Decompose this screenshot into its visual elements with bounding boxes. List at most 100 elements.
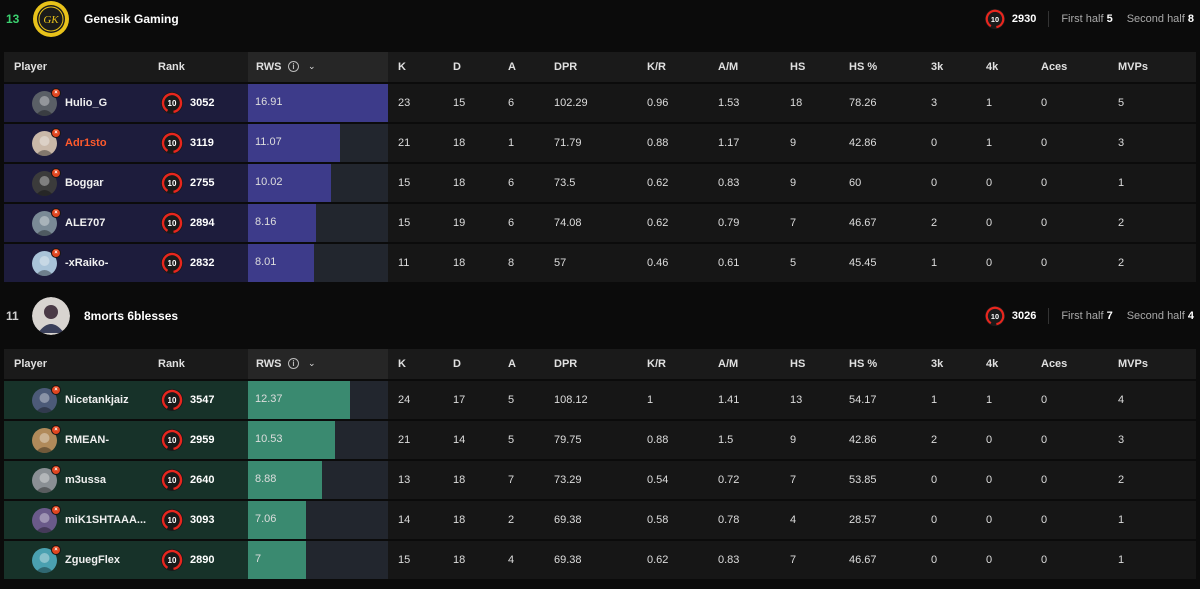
stat-a: 4 [508,554,515,566]
player-cell[interactable]: × m3ussa 10 2640 [4,461,248,499]
column-k3[interactable]: 3k [931,61,944,73]
team-name[interactable]: 8morts 6blesses [84,309,179,323]
svg-text:10: 10 [168,516,177,525]
player-row[interactable]: × RMEAN- 10 2959 10.53 21 14 5 79.75 0.88 1.5 9 42.8… [4,421,1196,459]
column-mvps[interactable]: MVPs [1118,358,1148,370]
column-hs[interactable]: HS [790,61,806,73]
player-cell[interactable]: × miK1SHTAAA... 10 3093 [4,501,248,539]
column-k3[interactable]: 3k [931,358,944,370]
column-hsp[interactable]: HS % [849,358,878,370]
rws-value: 11.07 [255,136,282,148]
rws-cell: 10.53 [248,421,388,459]
stat-mvps: 2 [1118,474,1125,486]
column-k[interactable]: K [398,61,406,73]
info-icon[interactable]: i [288,358,299,369]
stat-aces: 0 [1041,434,1048,446]
stat-aces: 0 [1041,177,1048,189]
info-icon[interactable]: i [288,61,299,72]
player-avatar[interactable] [32,251,57,276]
player-avatar[interactable] [32,211,57,236]
player-row[interactable]: × miK1SHTAAA... 10 3093 7.06 14 18 2 69.38 0.58 0.… [4,501,1196,539]
stat-kr: 0.54 [647,474,669,486]
player-avatar[interactable] [32,508,57,533]
stat-mvps: 2 [1118,257,1125,269]
player-cell[interactable]: × -xRaiko- 10 2832 [4,244,248,282]
svg-text:GK: GK [43,14,59,26]
column-a[interactable]: A [508,61,516,73]
column-hsp[interactable]: HS % [849,61,878,73]
player-cell[interactable]: × RMEAN- 10 2959 [4,421,248,459]
column-hs[interactable]: HS [790,358,806,370]
column-k4[interactable]: 4k [986,61,999,73]
column-d[interactable]: D [453,61,461,73]
player-avatar[interactable] [32,171,57,196]
player-nickname[interactable]: ALE707 [65,217,106,229]
column-player[interactable]: Player [14,358,48,370]
faceit-level-10-icon: 10 [984,8,1006,30]
column-rank[interactable]: Rank [158,358,185,370]
column-aces[interactable]: Aces [1041,358,1068,370]
player-row[interactable]: × Nicetankjaiz 10 3547 12.37 24 17 5 108.12 1 1.41… [4,381,1196,419]
player-nickname[interactable]: m3ussa [65,474,106,486]
stat-mvps: 3 [1118,137,1125,149]
player-cell[interactable]: × Boggar 10 2755 [4,164,248,202]
stat-a: 7 [508,474,515,486]
team-name[interactable]: Genesik Gaming [84,12,179,26]
rws-bar [248,124,340,162]
player-nickname[interactable]: -xRaiko- [65,257,109,269]
player-row[interactable]: × Hulio_G 10 3052 16.91 23 15 6 102.29 0.96 1.53 18… [4,84,1196,122]
stat-k4: 1 [986,137,993,149]
column-rank[interactable]: Rank [158,61,185,73]
player-nickname[interactable]: ZguegFlex [65,554,121,566]
player-row[interactable]: × ALE707 10 2894 8.16 15 19 6 74.08 0.62 0.79 7 46.6… [4,204,1196,242]
chevron-down-icon[interactable]: ⌄ [308,358,316,368]
team-header: 13 GK Genesik Gaming 10 2930 First half … [0,0,1200,40]
column-rws-label: RWS [256,61,282,73]
column-kr[interactable]: K/R [647,61,666,73]
stat-mvps: 2 [1118,217,1125,229]
column-k[interactable]: K [398,358,406,370]
second-half-label: Second half [1126,310,1185,322]
stat-hs: 9 [790,177,797,189]
player-cell[interactable]: × ALE707 10 2894 [4,204,248,242]
column-dpr[interactable]: DPR [554,358,578,370]
stat-am: 0.72 [718,474,740,486]
column-kr[interactable]: K/R [647,358,666,370]
player-row[interactable]: × Boggar 10 2755 10.02 15 18 6 73.5 0.62 0.83 9 60 0 0… [4,164,1196,202]
column-dpr[interactable]: DPR [554,61,578,73]
column-player[interactable]: Player [14,61,48,73]
column-k4[interactable]: 4k [986,358,999,370]
column-mvps[interactable]: MVPs [1118,61,1148,73]
column-am[interactable]: A/M [718,358,739,370]
player-avatar[interactable] [32,548,57,573]
player-nickname[interactable]: miK1SHTAAA... [65,514,147,526]
player-nickname[interactable]: Adr1sto [65,137,107,149]
column-rws[interactable]: RWS i ⌄ [248,52,388,82]
player-nickname[interactable]: Boggar [65,177,104,189]
player-row[interactable]: × Adr1sto 10 3119 11.07 21 18 1 71.79 0.88 1.17 9 42… [4,124,1196,162]
player-nickname[interactable]: Nicetankjaiz [65,394,129,406]
player-nickname[interactable]: Hulio_G [65,97,108,109]
player-cell[interactable]: × Hulio_G 10 3052 [4,84,248,122]
stat-k4: 0 [986,554,993,566]
player-cell[interactable]: × ZguegFlex 10 2890 [4,541,248,579]
player-elo: 3119 [190,137,214,149]
player-nickname[interactable]: RMEAN- [65,434,109,446]
team-header: 11 8morts 6blesses 10 3026 First half 7 … [0,297,1200,337]
team-logo[interactable] [32,297,70,335]
team-logo[interactable]: GK [32,0,70,38]
player-cell[interactable]: × Adr1sto 10 3119 [4,124,248,162]
player-cell[interactable]: × Nicetankjaiz 10 3547 [4,381,248,419]
team-average-elo: 3026 [1011,310,1037,322]
player-row[interactable]: × m3ussa 10 2640 8.88 13 18 7 73.29 0.54 0.72 7 53.8… [4,461,1196,499]
column-d[interactable]: D [453,358,461,370]
column-am[interactable]: A/M [718,61,739,73]
stat-am: 1.41 [718,394,740,406]
column-rws[interactable]: RWS i ⌄ [248,349,388,379]
player-row[interactable]: × -xRaiko- 10 2832 8.01 11 18 8 57 0.46 0.61 5 45.45… [4,244,1196,282]
column-a[interactable]: A [508,358,516,370]
chevron-down-icon[interactable]: ⌄ [308,61,316,71]
divider [1048,11,1050,27]
player-row[interactable]: × ZguegFlex 10 2890 7 15 18 4 69.38 0.62 0.83 7 46.6… [4,541,1196,579]
column-aces[interactable]: Aces [1041,61,1068,73]
